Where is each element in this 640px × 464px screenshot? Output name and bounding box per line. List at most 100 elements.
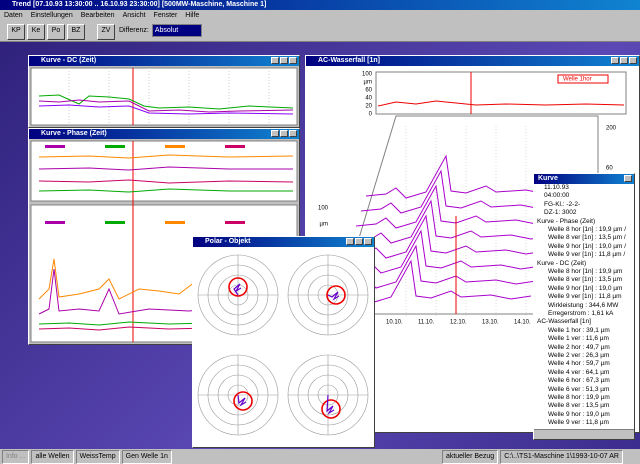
maximize[interactable] bbox=[620, 57, 628, 64]
x-tick-label: 10.10. bbox=[386, 320, 403, 326]
polar-marker bbox=[233, 391, 253, 411]
window-title-bar: Kurve - Phase (Zeit) bbox=[29, 129, 299, 139]
polar-marker bbox=[228, 277, 248, 297]
close[interactable] bbox=[629, 57, 637, 64]
x-tick-label: 11.10. bbox=[418, 320, 435, 326]
tool-button[interactable]: KP bbox=[7, 24, 25, 40]
polar-plot bbox=[193, 247, 374, 447]
tree-item: Welle 9 ver : 11,8 µm bbox=[548, 419, 609, 427]
status-cell: C:\..\TS1-Maschine 1\1993-10-07 AR bbox=[500, 450, 623, 464]
tree-group: AC-Wasserfall [1n] bbox=[537, 318, 591, 326]
y-tick-label: 0 bbox=[369, 112, 373, 118]
tool-button[interactable]: BZ bbox=[67, 24, 85, 40]
window-title: AC-Wasserfall [1n] bbox=[318, 57, 380, 64]
minimize[interactable] bbox=[271, 57, 279, 64]
difference-select: Absolut bbox=[151, 24, 202, 37]
y-tick-label: 40 bbox=[365, 96, 372, 102]
close[interactable] bbox=[289, 130, 297, 137]
minimize[interactable] bbox=[271, 130, 279, 137]
tool-button[interactable]: Ke bbox=[27, 24, 45, 40]
minimize[interactable] bbox=[611, 57, 619, 64]
tree-item: Welle 8 hor [1n] : 19,9 µm / bbox=[548, 226, 627, 233]
close[interactable] bbox=[364, 238, 372, 245]
tree-item: Welle 9 ver [1n] : 11,8 µm / bbox=[548, 251, 626, 259]
tree-item: Welle 4 ver : 64,1 µm bbox=[548, 368, 610, 376]
y-tick-label: µm bbox=[320, 222, 328, 228]
legend-label: Welle 1hor bbox=[563, 77, 592, 83]
status-bar: Info ... alle Wellen WeissTemp Gen Welle 1n… bbox=[0, 449, 640, 464]
window-title: Kurve - DC (Zeit) bbox=[41, 57, 97, 64]
tool-button[interactable]: Po bbox=[47, 24, 65, 40]
status-cell: Gen Welle 1n bbox=[121, 450, 172, 464]
tree-item: Welle 9 hor : 19,0 µm bbox=[548, 410, 610, 418]
dc-plot bbox=[30, 67, 298, 126]
tree-panel[interactable]: Kurve 11.10.93 04:00:00 FG-Kl.: -2-2- DZ-1:… bbox=[533, 173, 635, 440]
menu-item[interactable]: Fenster bbox=[153, 12, 178, 19]
tree-item: 11.10.93 bbox=[544, 184, 569, 191]
difference-label: Differenz: bbox=[119, 27, 149, 34]
tree-item: Welle 9 hor [1n] : 19,0 µm bbox=[548, 284, 623, 292]
y-tick-label: 100 bbox=[318, 206, 329, 212]
close[interactable] bbox=[289, 57, 297, 64]
tree-item: DZ-1: 3002 bbox=[544, 209, 577, 217]
maximize[interactable] bbox=[280, 57, 288, 64]
tree-item: 04:00:00 bbox=[544, 192, 570, 200]
status-cell: alle Wellen bbox=[31, 450, 74, 464]
polar-trace bbox=[326, 394, 335, 415]
polar-marker bbox=[326, 285, 346, 305]
tree-item: Welle 1 hor : 39,1 µm bbox=[548, 326, 610, 334]
maximize[interactable] bbox=[355, 238, 363, 245]
tree-item: Welle 2 hor : 49,7 µm bbox=[548, 343, 610, 351]
tree-group: Kurve - DC (Zeit) bbox=[537, 259, 587, 267]
tree-item: FG-Kl.: -2-2- bbox=[544, 200, 581, 208]
polar-trace bbox=[327, 291, 340, 301]
menu-item[interactable]: Ansicht bbox=[122, 12, 146, 19]
window-title-bar: Kurve - DC (Zeit) bbox=[29, 56, 299, 66]
menu-bar: Daten Einstellungen Bearbeiten Ansicht Fenst… bbox=[0, 10, 640, 21]
status-cell: WeissTemp bbox=[75, 450, 120, 464]
window-title-bar: AC-Wasserfall [1n] bbox=[306, 56, 639, 66]
polar-window[interactable]: Polar - Objekt bbox=[192, 236, 375, 448]
app-title-bar: Trend [07.10.93 13:30:00 .. 16.10.93 23:… bbox=[0, 0, 640, 10]
polar-trace bbox=[237, 394, 247, 407]
legend-box bbox=[557, 74, 609, 84]
window-title-bar: Polar - Objekt bbox=[193, 237, 374, 247]
window-title: Polar - Objekt bbox=[205, 238, 251, 245]
tree-item: Welle 8 hor : 19,9 µm bbox=[548, 394, 610, 401]
app-title: Trend [07.10.93 13:30:00 .. 16.10.93 23:… bbox=[12, 1, 267, 8]
tree-title-bar: Kurve bbox=[534, 174, 634, 184]
tool-button[interactable]: ZV bbox=[97, 24, 115, 40]
tree-item: Welle 8 ver : 13,5 µm bbox=[548, 402, 610, 410]
tree-item: Welle 8 ver [1n] : 13,5 µm / bbox=[548, 234, 626, 242]
y-tick-label: 60 bbox=[365, 88, 372, 94]
tree-item: Welle 6 hor : 67,3 µm bbox=[548, 377, 610, 385]
tree: 11.10.93 04:00:00 FG-Kl.: -2-2- DZ-1: 3002 K… bbox=[534, 184, 634, 429]
maximize[interactable] bbox=[280, 130, 288, 137]
x-tick-label: 14.10. bbox=[514, 320, 531, 326]
tree-item: Welle 6 ver : 51,3 µm bbox=[548, 385, 610, 393]
tree-item: Welle 1 ver : 11,6 µm bbox=[548, 335, 609, 343]
y-tick-label: µm bbox=[364, 80, 372, 86]
dc-window[interactable]: Kurve - DC (Zeit) bbox=[28, 55, 300, 128]
menu-item[interactable]: Einstellungen bbox=[30, 12, 73, 19]
minimize[interactable] bbox=[346, 238, 354, 245]
close[interactable] bbox=[624, 175, 632, 182]
tree-group: Kurve - Phase (Zeit) bbox=[537, 217, 596, 225]
tree-item: Welle 4 hor : 59,7 µm bbox=[548, 360, 610, 368]
x-tick-label: 12.10. bbox=[450, 320, 467, 326]
tree-item: Welle 8 ver [1n] : 13,5 µm bbox=[548, 276, 623, 284]
tree-item: Welle 9 ver [1n] : 11,8 µm bbox=[548, 293, 622, 301]
x-tick-label: 13.10. bbox=[482, 320, 499, 326]
menu-item[interactable]: Bearbeiten bbox=[80, 12, 115, 19]
y-tick-label: 60 bbox=[606, 166, 613, 172]
status-cell: aktueller Bezug bbox=[441, 450, 499, 464]
tree-item: Welle 8 hor [1n] : 19,9 µm bbox=[548, 268, 623, 275]
menu-item[interactable]: Daten bbox=[4, 12, 23, 19]
polar-trace bbox=[233, 283, 242, 296]
tree-item: Wirkleistung : 344,6 MW bbox=[548, 301, 619, 309]
tree-item: Erregerstrom : 1,61 kA bbox=[548, 310, 614, 317]
scrollbar[interactable] bbox=[534, 429, 634, 439]
menu-item[interactable]: Hilfe bbox=[185, 12, 200, 19]
y-tick-label: 100 bbox=[362, 72, 373, 78]
